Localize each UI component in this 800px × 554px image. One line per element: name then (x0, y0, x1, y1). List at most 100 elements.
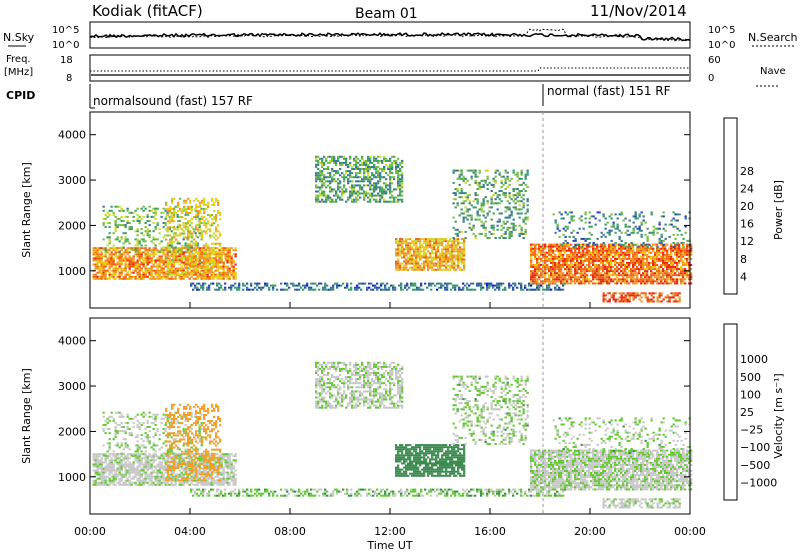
power-cell (502, 222, 505, 225)
power-cell (124, 224, 127, 227)
power-cell (690, 276, 693, 279)
power-cell (397, 200, 400, 203)
power-cell (550, 255, 553, 258)
power-cell (572, 247, 575, 250)
power-cell (612, 223, 615, 226)
power-cell (333, 188, 336, 191)
power-cell (562, 264, 565, 266)
power-cell (463, 242, 466, 245)
power-cell (197, 228, 200, 231)
power-cell (399, 184, 402, 187)
power-cell (618, 213, 621, 216)
power-cell (608, 259, 611, 262)
power-cell (500, 228, 503, 231)
power-cell (584, 278, 587, 281)
power-cell (140, 275, 143, 278)
power-cell (656, 249, 659, 252)
power-cell (341, 192, 344, 195)
power-cell (648, 249, 651, 252)
power-cell (558, 257, 561, 260)
power-cell (443, 264, 446, 267)
power-cell (226, 255, 229, 258)
power-cell (138, 222, 141, 224)
power-cell (630, 261, 633, 264)
power-cell (436, 288, 439, 291)
power-cell (542, 270, 545, 273)
power-cell (203, 216, 206, 219)
power-cell (650, 255, 653, 258)
power-cell (178, 255, 181, 258)
power-cell (636, 280, 639, 283)
power-cell (170, 263, 173, 266)
power-cell (534, 247, 537, 250)
power-cell (213, 263, 216, 266)
power-cell (580, 261, 583, 264)
power-cell (178, 242, 181, 245)
power-cell (324, 286, 327, 289)
power-cell (148, 271, 151, 274)
power-cell (399, 198, 402, 201)
power-cell (636, 257, 639, 260)
power-cell (128, 226, 131, 229)
power-cell (572, 239, 575, 242)
power-cell (124, 238, 127, 241)
power-cell (232, 249, 235, 252)
power-cell (518, 282, 521, 285)
power-cell (656, 276, 659, 279)
power-cell (684, 215, 687, 218)
power-cell (158, 242, 161, 245)
power-cell (604, 268, 607, 271)
power-cell (343, 178, 346, 181)
power-cell (457, 264, 460, 267)
power-cell (378, 286, 381, 289)
power-cell (176, 267, 179, 270)
power-cell (377, 172, 380, 175)
power-cell (550, 280, 553, 283)
power-cell (616, 249, 619, 252)
power-cell (96, 275, 99, 278)
power-cell (672, 272, 675, 275)
power-cell (365, 178, 368, 181)
power-cell (106, 211, 109, 214)
power-cell (536, 280, 539, 283)
power-cell (218, 282, 221, 285)
power-cell (664, 245, 667, 248)
power-cell (152, 247, 155, 250)
power-cell (215, 197, 218, 200)
power-cell (371, 161, 374, 164)
power-cell (264, 282, 267, 285)
power-cell (532, 243, 535, 246)
power-cell (534, 282, 537, 285)
power-cell (171, 201, 174, 204)
power-cell (648, 276, 651, 279)
power-cell (116, 261, 119, 264)
power-cell (172, 249, 175, 252)
power-cell (385, 200, 388, 203)
power-cell (668, 257, 671, 260)
power-cell (658, 266, 661, 268)
power-cell (568, 274, 571, 277)
power-cell (578, 261, 581, 264)
power-cell (327, 184, 330, 187)
power-cell (572, 257, 575, 260)
power-cell (156, 269, 159, 272)
power-cell (413, 242, 416, 245)
power-cell (630, 242, 633, 244)
power-cell (174, 267, 177, 270)
power-cell (457, 238, 460, 241)
power-cell (327, 176, 330, 179)
power-cell (367, 180, 370, 183)
power-cell (423, 240, 426, 243)
power-cell (624, 255, 627, 258)
power-cell (212, 253, 215, 256)
power-cell (602, 298, 605, 301)
power-cell (196, 286, 199, 289)
power-cell (586, 264, 589, 266)
power-cell (504, 288, 507, 291)
power-cell (427, 238, 430, 241)
power-cell (399, 264, 402, 267)
power-cell (638, 215, 641, 218)
power-cell (636, 278, 639, 281)
power-cell (558, 229, 561, 232)
power-cell (114, 220, 117, 222)
